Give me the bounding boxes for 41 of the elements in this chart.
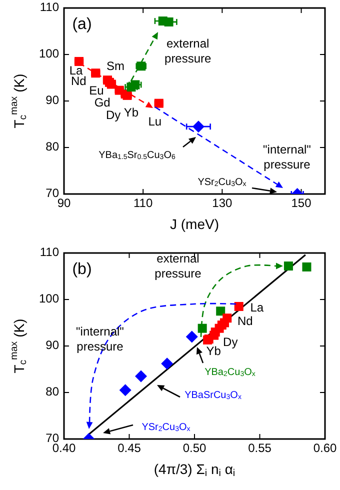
y-tick-label: 110 [40, 0, 60, 14]
annotation: Sm [106, 59, 125, 74]
x-tick-label: 0.45 [118, 441, 142, 455]
x-tick-label: 90 [57, 196, 71, 210]
text: (a) [72, 16, 92, 34]
annotation: YBa$_{2}$Cu$_{3}$O$_{x}$ [204, 366, 256, 378]
annotation: external pressure [164, 36, 212, 66]
annotation: YBaSrCu$_{3}$O$_{x}$ [184, 390, 242, 401]
annotation: Yb [124, 106, 139, 120]
annotation: Dy [106, 108, 121, 122]
annotation: YBa$_{1.5}$Sr$_{0.5}$Cu$_{3}$O$_{6}$ [98, 150, 176, 161]
text: (b) [72, 261, 92, 278]
annotation: Eu [89, 84, 104, 98]
y-tick-label: 90 [46, 338, 60, 352]
x-tick-label: 0.50 [182, 441, 206, 455]
annotation: Nd [237, 314, 253, 328]
annotation: YSr$_{2}$Cu$_{3}$O$_{x}$ [142, 422, 191, 433]
x-tick-label: 0.60 [313, 441, 337, 455]
annotation: Dy [223, 335, 238, 350]
x-tick-label: 150 [291, 196, 312, 210]
x-axis-title: (4π/3) Σ$_{i}$ n$_{i}$ α$_{i}$ [154, 460, 236, 479]
annotation: La [250, 300, 264, 315]
annotation: external pressure [154, 252, 202, 281]
x-tick-label: 130 [212, 196, 233, 210]
y-tick-label: 110 [40, 245, 60, 260]
x-tick-label: 110 [134, 196, 153, 210]
annotation: "internal" pressure [263, 142, 311, 172]
y-tick-label: 100 [38, 46, 60, 61]
y-tick-label: 80 [46, 384, 60, 399]
annotation: Gd [94, 95, 110, 110]
y-tick-label: 70 [46, 186, 60, 200]
y-tick-label: 100 [38, 292, 60, 306]
annotation: Yb [206, 344, 222, 358]
x-axis-title: J (meV) [170, 216, 219, 232]
y-tick-label: 80 [46, 140, 60, 154]
x-tick-label: 0.40 [52, 441, 76, 455]
x-tick-label: 0.55 [248, 441, 272, 455]
y-tick-label: 90 [46, 93, 60, 108]
annotation: Lu [148, 114, 162, 128]
annotation: "internal" pressure [76, 324, 124, 354]
annotation: YSr$_{2}$Cu$_{3}$O$_{x}$ [198, 176, 247, 188]
